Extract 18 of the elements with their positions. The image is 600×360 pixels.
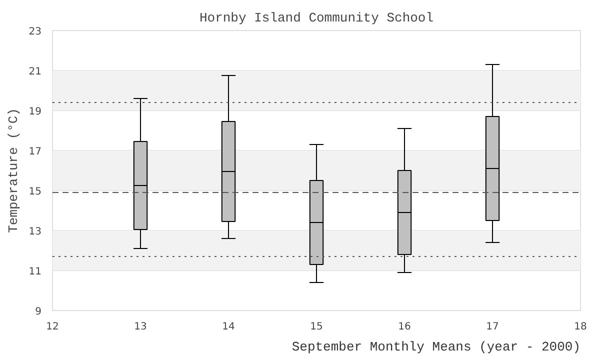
x-tick-label: 17 bbox=[486, 322, 499, 332]
x-tick-label: 18 bbox=[574, 322, 587, 332]
y-tick-label: 13 bbox=[28, 226, 42, 238]
x-tick-label: 14 bbox=[222, 322, 235, 332]
y-tick-label: 21 bbox=[28, 66, 42, 78]
y-tick-label: 11 bbox=[28, 266, 42, 278]
x-tick-label: 13 bbox=[134, 322, 147, 332]
x-tick-label: 16 bbox=[398, 322, 411, 332]
y-tick-label: 17 bbox=[28, 146, 42, 158]
chart-title: Hornby Island Community School bbox=[199, 10, 434, 26]
y-tick-label: 9 bbox=[35, 306, 42, 318]
y-tick-label: 23 bbox=[28, 26, 42, 38]
x-tick-label: 12 bbox=[46, 322, 59, 332]
x-tick-label: 15 bbox=[310, 322, 323, 332]
x-axis-title: September Monthly Means (year - 2000) bbox=[292, 340, 581, 354]
y-axis-title: Temperature (°C) bbox=[6, 108, 21, 233]
y-tick-label: 19 bbox=[28, 106, 42, 118]
y-tick-label: 15 bbox=[28, 186, 42, 198]
